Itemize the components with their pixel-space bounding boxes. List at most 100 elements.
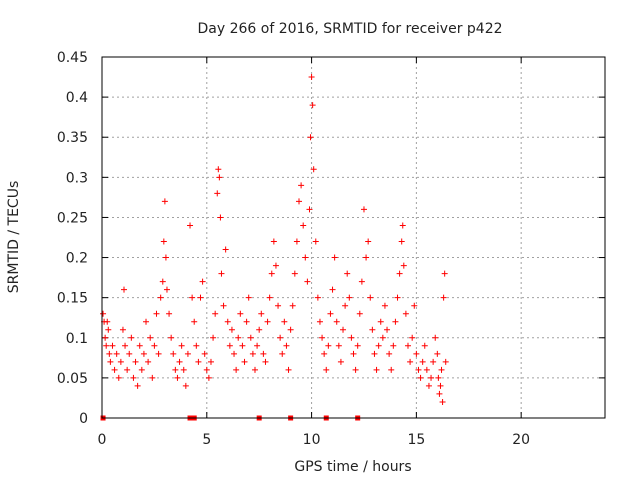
data-point — [441, 270, 448, 277]
y-tick-label: 0.3 — [66, 170, 88, 186]
data-point — [122, 342, 129, 349]
data-point — [256, 326, 263, 333]
data-point — [191, 318, 198, 325]
data-point — [390, 342, 397, 349]
axis-ticks — [101, 56, 605, 419]
data-point — [396, 270, 403, 277]
data-point — [400, 262, 407, 269]
data-point — [203, 366, 210, 373]
data-point — [155, 350, 162, 357]
data-point — [262, 358, 269, 365]
data-point — [268, 270, 275, 277]
data-point — [428, 374, 435, 381]
y-tick-label: 0.45 — [57, 50, 88, 66]
data-point — [304, 278, 311, 285]
data-point — [193, 342, 200, 349]
data-point — [113, 350, 120, 357]
data-point — [356, 310, 363, 317]
data-point — [388, 366, 395, 373]
data-point — [291, 270, 298, 277]
data-point — [421, 342, 428, 349]
data-point — [272, 262, 279, 269]
data-point — [392, 318, 399, 325]
x-tick-label: 0 — [98, 432, 107, 448]
data-point — [233, 366, 240, 373]
data-point — [226, 342, 233, 349]
y-tick-label: 0.25 — [57, 210, 88, 226]
data-point — [354, 342, 361, 349]
data-point — [438, 366, 445, 373]
data-point — [145, 358, 152, 365]
data-point — [434, 350, 441, 357]
data-point — [174, 374, 181, 381]
data-point — [312, 238, 319, 245]
data-point — [176, 358, 183, 365]
data-point — [134, 382, 141, 389]
data-point — [266, 294, 273, 301]
data-points — [100, 74, 449, 405]
data-point — [417, 374, 424, 381]
data-point — [352, 366, 359, 373]
data-point — [365, 238, 372, 245]
data-point — [309, 102, 316, 109]
data-point — [187, 222, 194, 229]
data-point — [264, 318, 271, 325]
data-point — [407, 358, 414, 365]
data-point — [358, 278, 365, 285]
data-point — [235, 334, 242, 341]
data-point — [432, 334, 439, 341]
data-point — [159, 278, 166, 285]
data-point — [214, 190, 221, 197]
data-point — [220, 302, 227, 309]
data-point — [260, 350, 267, 357]
data-point — [121, 286, 128, 293]
data-point — [207, 358, 214, 365]
data-point — [251, 366, 258, 373]
data-point — [258, 310, 265, 317]
data-point — [109, 342, 116, 349]
data-point — [296, 198, 303, 205]
data-point — [197, 294, 204, 301]
data-point — [153, 310, 160, 317]
data-point — [243, 318, 250, 325]
data-point — [143, 318, 150, 325]
data-point — [369, 326, 376, 333]
data-point — [205, 374, 212, 381]
data-point — [350, 350, 357, 357]
data-point — [346, 294, 353, 301]
y-tick-label: 0.05 — [57, 371, 88, 387]
data-point — [128, 334, 135, 341]
data-point — [149, 374, 156, 381]
data-point — [217, 214, 224, 221]
data-point — [283, 342, 290, 349]
data-point — [228, 326, 235, 333]
y-tick-labels: 0 0.05 0.1 0.15 0.2 0.25 0.3 0.35 0.4 0.45 — [57, 50, 88, 427]
data-point — [247, 334, 254, 341]
data-point — [270, 238, 277, 245]
data-point — [310, 166, 317, 173]
data-point — [316, 318, 323, 325]
data-point — [102, 334, 109, 341]
data-point — [308, 74, 315, 81]
data-point — [384, 326, 391, 333]
x-tick-label: 15 — [407, 432, 425, 448]
data-point — [386, 350, 393, 357]
data-point — [178, 342, 185, 349]
data-point — [249, 350, 256, 357]
data-point — [442, 358, 449, 365]
data-point — [107, 358, 114, 365]
data-point — [119, 326, 126, 333]
data-point — [218, 270, 225, 277]
data-point — [140, 350, 147, 357]
data-point — [321, 350, 328, 357]
data-point — [147, 334, 154, 341]
data-point — [277, 334, 284, 341]
data-point — [436, 390, 443, 397]
y-tick-label: 0 — [79, 411, 88, 427]
data-point — [151, 342, 158, 349]
data-point — [302, 254, 309, 261]
data-point — [335, 342, 342, 349]
data-point — [115, 374, 122, 381]
data-point — [419, 358, 426, 365]
